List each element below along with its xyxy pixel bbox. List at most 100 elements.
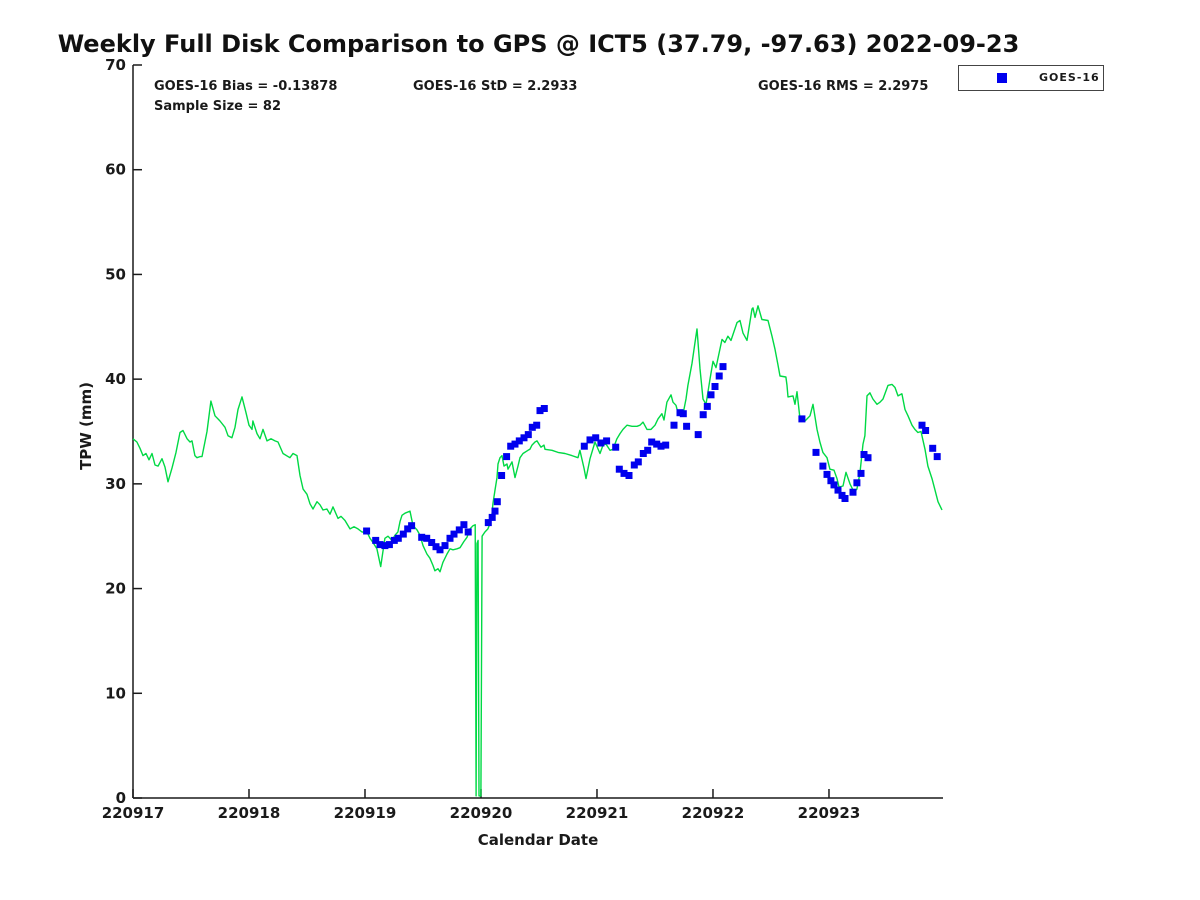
goes16-marker [524,431,532,439]
goes16-marker [404,525,412,533]
goes16-marker [841,495,849,502]
goes16-marker [498,472,506,479]
goes16-marker [657,442,665,450]
goes16-marker [857,469,865,477]
goes16-marker [812,448,820,456]
goes16-marker [533,421,541,429]
goes16-marker [639,450,647,457]
goes16-marker [933,453,941,461]
goes16-marker [620,469,628,477]
x-tick-label: 220917 [102,804,165,822]
goes16-marker [428,539,436,546]
goes16-marker [918,421,926,429]
y-tick-label: 50 [105,265,126,283]
goes16-marker [849,488,857,496]
goes16-marker [699,411,707,419]
goes16-marker [694,431,702,439]
goes16-marker [634,458,642,466]
goes16-marker [670,421,678,429]
goes16-marker [625,472,633,479]
x-tick-label: 220923 [798,804,861,822]
goes16-marker [540,405,548,412]
y-tick-label: 0 [116,789,126,807]
goes16-marker [662,441,670,449]
goes16-marker [586,436,594,444]
goes16-marker [860,451,868,458]
goes16-marker [830,481,838,489]
goes16-marker [493,498,501,506]
goes16-marker [423,534,431,542]
goes16-marker [491,507,499,515]
goes16-marker [381,542,389,550]
x-axis-label: Calendar Date [477,831,599,849]
x-tick-label: 220921 [566,804,629,822]
goes16-marker [853,479,861,487]
x-tick-label: 220919 [334,804,397,822]
goes16-marker [711,383,719,390]
goes16-marker [703,402,711,410]
goes16-marker [488,513,496,521]
goes16-marker [603,437,611,445]
y-tick-label: 70 [105,56,126,74]
goes16-marker [455,526,463,534]
goes16-marker [683,422,691,430]
x-tick-label: 220918 [218,804,281,822]
goes16-marker [484,519,492,527]
goes16-marker [450,530,458,538]
goes16-marker [798,415,806,423]
goes16-marker [385,541,393,549]
goes16-marker [408,522,416,530]
goes16-marker [715,372,723,380]
goes16-marker [834,486,842,494]
gps-line [132,305,943,797]
y-tick-label: 40 [105,370,126,388]
goes16-marker [418,533,426,541]
legend-item-goes16: GOES-16 [1039,71,1100,84]
goes16-marker [612,443,620,451]
stat-bias: GOES-16 Bias = -0.13878 [154,79,338,94]
goes16-marker [580,442,588,450]
goes16-marker [648,438,656,446]
y-tick-label: 30 [105,475,126,493]
goes16-marker [929,444,937,452]
goes16-marker [399,530,407,538]
goes16-marker [827,477,835,485]
goes16-marker [520,434,528,442]
goes16-marker [707,391,715,399]
goes16-marker [719,363,727,371]
goes16-marker [464,528,472,536]
goes16-marker [864,454,872,462]
goes16-marker [653,440,661,448]
goes16-marker [372,536,380,544]
goes16-marker [823,470,831,478]
goes16-marker [394,534,402,542]
goes16-marker [363,527,371,535]
y-axis-label: TPW (mm) [77,382,95,470]
goes16-marker [597,439,605,447]
goes16-marker [515,437,523,445]
goes16-marker [644,446,652,454]
goes16-marker [536,407,544,415]
stat-sample-size: Sample Size = 82 [154,99,282,114]
chart-title: Weekly Full Disk Comparison to GPS @ ICT… [57,30,1020,58]
goes16-marker [441,542,449,550]
legend-marker-square-icon [997,73,1007,83]
y-tick-label: 10 [105,684,126,702]
goes16-marker [615,465,623,473]
goes16-marker [436,546,444,554]
goes16-marker [432,543,440,551]
legend-box: GOES-16 [958,65,1104,91]
x-tick-label: 220922 [682,804,745,822]
x-tick-label: 220920 [450,804,513,822]
y-tick-label: 60 [105,161,126,179]
goes16-marker [376,541,384,549]
goes16-marker [819,462,827,470]
goes16-marker [390,536,398,544]
stat-std: GOES-16 StD = 2.2933 [413,79,578,94]
goes16-marker [446,534,454,542]
goes16-marker [592,434,600,442]
goes16-marker [922,427,930,434]
goes16-marker [511,440,519,448]
